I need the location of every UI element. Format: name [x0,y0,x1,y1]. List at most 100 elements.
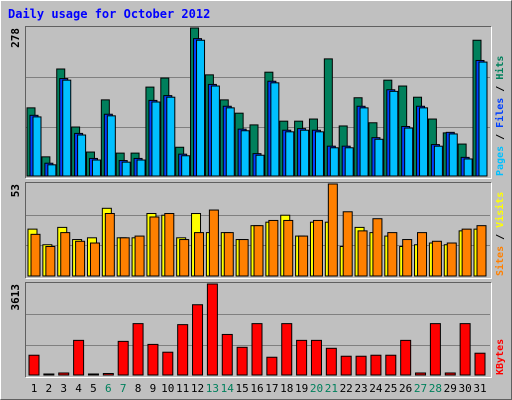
bar [300,129,310,177]
x-tick-label: 29 [444,382,457,395]
x-tick-label: 8 [135,382,142,395]
x-tick-label: 4 [75,382,82,395]
bar [463,158,473,177]
bar [461,228,472,277]
x-tick-label: 7 [120,382,127,395]
bar [459,323,471,376]
legend-separator: / [495,128,506,146]
x-tick-label: 13 [206,382,219,395]
bar [253,225,264,277]
bar [372,218,383,277]
x-tick-label: 14 [221,382,235,395]
bar [310,339,322,376]
bar [47,164,57,177]
x-tick-label: 30 [459,382,472,395]
x-tick-label: 28 [429,382,442,395]
legend: Sites / Visits [494,192,506,276]
chart-title: Daily usage for October 2012 [8,7,210,21]
x-tick-label: 6 [105,382,112,395]
bar [149,216,160,277]
bar [91,159,101,177]
bar [400,339,412,376]
x-tick-label: 5 [90,382,97,395]
bar [312,219,323,277]
x-tick-label: 2 [46,382,53,395]
bar [221,333,233,376]
bar [102,372,114,376]
x-tick-label: 9 [150,382,157,395]
bar [296,339,308,376]
bar [28,354,40,376]
bar [236,346,248,376]
bar [147,343,159,376]
legend-entry: Hits [494,56,506,80]
x-tick-label: 12 [191,382,204,395]
bar [327,183,338,277]
bar [344,147,354,177]
bar [30,233,41,277]
bar [419,107,429,177]
x-tick-label: 17 [265,382,278,395]
y-tick-label: 278 [9,28,22,48]
bar [402,239,413,277]
bar [62,79,72,177]
legend: Pages / Files / Hits [494,56,506,176]
bar [45,245,56,277]
bar [240,130,250,177]
bar [357,230,368,277]
bar [285,131,295,177]
panel-bevel [25,26,492,179]
bar [268,219,279,277]
bar [448,133,458,177]
bar [121,161,131,177]
bar [314,131,324,177]
panel-bevel [25,26,492,179]
bar [223,232,234,277]
legend-entry: KBytes [495,339,506,375]
y-tick-label: 3613 [9,284,22,311]
bar [266,356,278,376]
bar [355,355,367,376]
x-tick-label: 1 [31,382,38,395]
bar [340,355,352,376]
legend-entry: Files [494,98,506,128]
bar [417,232,428,277]
x-tick-label: 21 [325,382,338,395]
bar [89,242,100,277]
bar [476,225,487,277]
bar [446,242,457,277]
bar [251,323,263,376]
bar [444,372,456,376]
legend-entry: Sites [494,246,506,276]
x-tick-label: 16 [250,382,263,395]
legend-entry: Visits [494,192,506,228]
bar [87,373,99,376]
panel-bevel [25,182,492,279]
x-tick-label: 18 [280,382,293,395]
x-tick-label: 11 [176,382,189,395]
bar [136,159,146,177]
panel-bevel [25,182,492,279]
x-tick-label: 19 [295,382,308,395]
x-tick-label: 3 [60,382,67,395]
legend: KBytes [495,339,506,375]
bar [374,138,384,177]
x-tick-label: 24 [369,382,383,395]
bar [431,240,442,277]
bar [329,147,339,177]
bar [206,283,218,376]
panel-bevel [25,282,492,378]
bar [370,354,382,376]
bar [132,323,144,376]
bar [415,372,427,376]
bar [359,107,369,177]
bar [194,232,205,277]
bar [270,82,280,177]
bar [177,324,189,376]
bar [32,116,42,177]
panel-bevel [25,282,492,378]
bar [429,323,441,376]
x-tick-label: 20 [310,382,323,395]
